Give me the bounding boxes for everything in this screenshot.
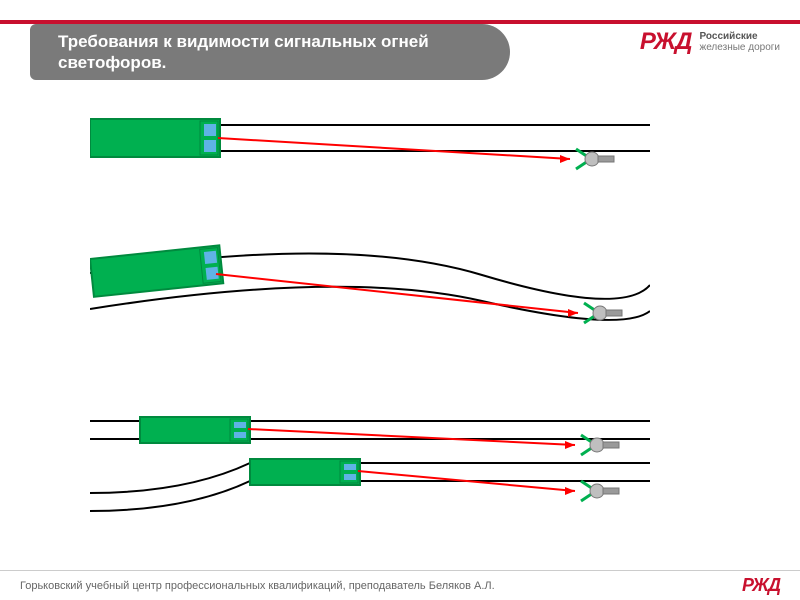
footer-logo: РЖД	[742, 575, 780, 596]
train-icon	[250, 459, 360, 485]
slide: Требования к видимости сигнальных огней …	[0, 0, 800, 600]
logo-mark: РЖД	[640, 28, 692, 56]
diagrams-area	[0, 95, 800, 560]
title-text: Требования к видимости сигнальных огней …	[58, 31, 510, 74]
footer: Горьковский учебный центр профессиональн…	[0, 570, 800, 600]
diagram-curve	[90, 235, 650, 345]
title-pill: Требования к видимости сигнальных огней …	[30, 24, 510, 80]
footer-text: Горьковский учебный центр профессиональн…	[20, 580, 495, 592]
train-icon	[90, 119, 220, 157]
signal-icon	[581, 481, 619, 501]
logo: РЖД Российские железные дороги	[640, 28, 780, 56]
train-icon	[90, 245, 223, 296]
train-icon	[140, 417, 250, 443]
logo-text: Российские железные дороги	[700, 31, 780, 53]
diagram-straight	[90, 105, 650, 185]
diagram-junction	[90, 405, 650, 525]
